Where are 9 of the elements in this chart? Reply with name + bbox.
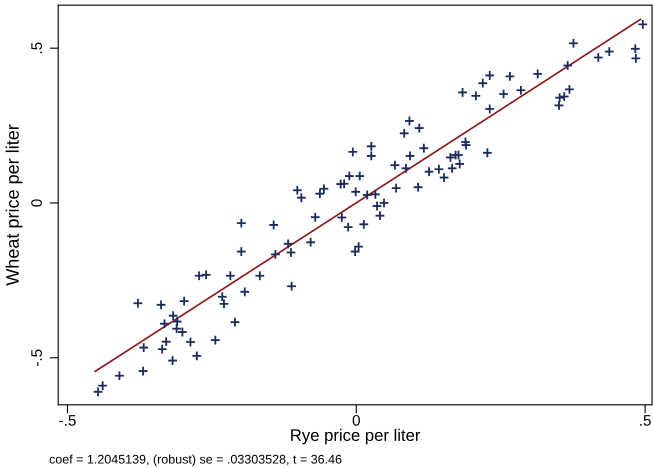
x-axis-title: Rye price per liter [291, 428, 420, 444]
y-tick-label: 0 [31, 199, 42, 207]
x-tick-label: -.5 [59, 415, 76, 426]
x-tick-label: 0 [352, 414, 360, 426]
text: coef = 1.2045139, (robust) se = .03303528, t = 36.46 [50, 454, 342, 466]
y-axis-title: Wheat price per liter [6, 124, 22, 286]
x-tick-label: .5 [640, 415, 651, 426]
y-tick-label: -.5 [31, 349, 42, 366]
y-tick-label: .5 [31, 42, 42, 54]
